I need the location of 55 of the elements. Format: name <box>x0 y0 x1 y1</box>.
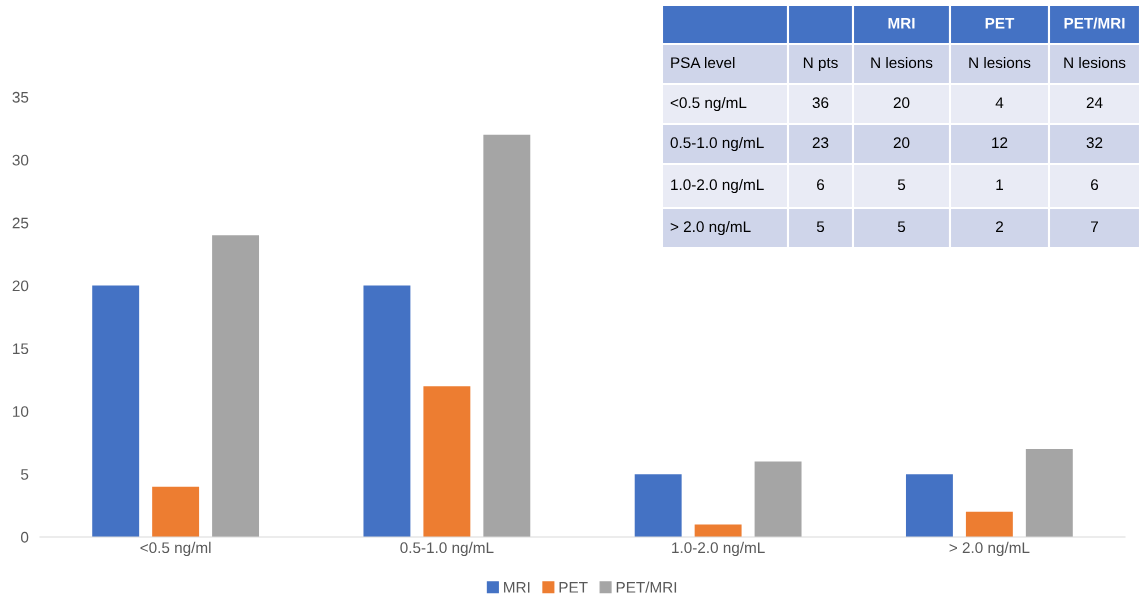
text: MRI <box>888 17 915 29</box>
annotation: > 2.0 ng/mL <box>670 220 751 236</box>
bar <box>634 474 682 537</box>
y-tick-label: 15 <box>13 343 29 355</box>
bar <box>92 285 140 537</box>
text: N lesions <box>871 56 933 69</box>
annotation: 20 <box>893 97 910 109</box>
annotation: 6 <box>817 179 825 191</box>
annotation: 23 <box>812 137 829 149</box>
bar <box>423 386 471 537</box>
legend-label: MRI <box>504 582 530 593</box>
bar <box>363 285 411 537</box>
legend-label: PET/MRI <box>616 581 677 593</box>
bar <box>965 511 1013 537</box>
bar <box>754 461 802 537</box>
y-tick-label: 20 <box>12 280 29 292</box>
annotation: 24 <box>1086 97 1103 108</box>
annotation: 5 <box>897 221 906 233</box>
annotation: 1.0-2.0 ng/mL <box>671 178 764 194</box>
bar <box>1025 449 1073 537</box>
text: N lesions <box>969 56 1031 69</box>
x-tick-label: 0.5-1.0 ng/mL <box>400 541 494 557</box>
y-tick-label: 5 <box>21 469 29 480</box>
x-tick-label: 1.0-2.0 ng/mL <box>672 541 765 557</box>
x-tick-label: > 2.0 ng/mL <box>949 541 1030 557</box>
annotation: 1 <box>996 179 1003 190</box>
y-tick-label: 0 <box>20 531 29 543</box>
annotation: 5 <box>816 221 825 233</box>
annotation: 2 <box>996 221 1003 232</box>
text: N lesions <box>1064 56 1126 69</box>
x-tick-label: <0.5 ng/ml <box>140 541 211 557</box>
text: PSA level <box>671 56 735 69</box>
legend-label: PET <box>559 582 588 593</box>
annotation: 0.5-1.0 ng/mL <box>670 136 764 152</box>
text: PET <box>985 17 1015 29</box>
annotation: 32 <box>1086 137 1103 149</box>
annotation: 6 <box>1091 179 1099 191</box>
bar <box>905 474 953 537</box>
annotation: 4 <box>995 97 1004 108</box>
text: PET/MRI <box>1064 17 1125 29</box>
annotation: 36 <box>812 97 829 109</box>
text: N pts <box>803 57 838 72</box>
y-tick-label: 25 <box>12 217 29 229</box>
annotation: 12 <box>992 137 1008 148</box>
bar <box>483 134 531 537</box>
bar <box>152 486 200 537</box>
y-tick-label: 10 <box>13 406 29 417</box>
annotation: <0.5 ng/mL <box>670 96 747 112</box>
annotation: 7 <box>1091 221 1098 232</box>
annotation: 5 <box>897 179 906 191</box>
annotation: 20 <box>893 137 910 149</box>
y-tick-label: 30 <box>12 154 29 166</box>
bar <box>694 524 742 537</box>
y-tick-label: 35 <box>12 91 29 103</box>
bar <box>212 235 260 537</box>
